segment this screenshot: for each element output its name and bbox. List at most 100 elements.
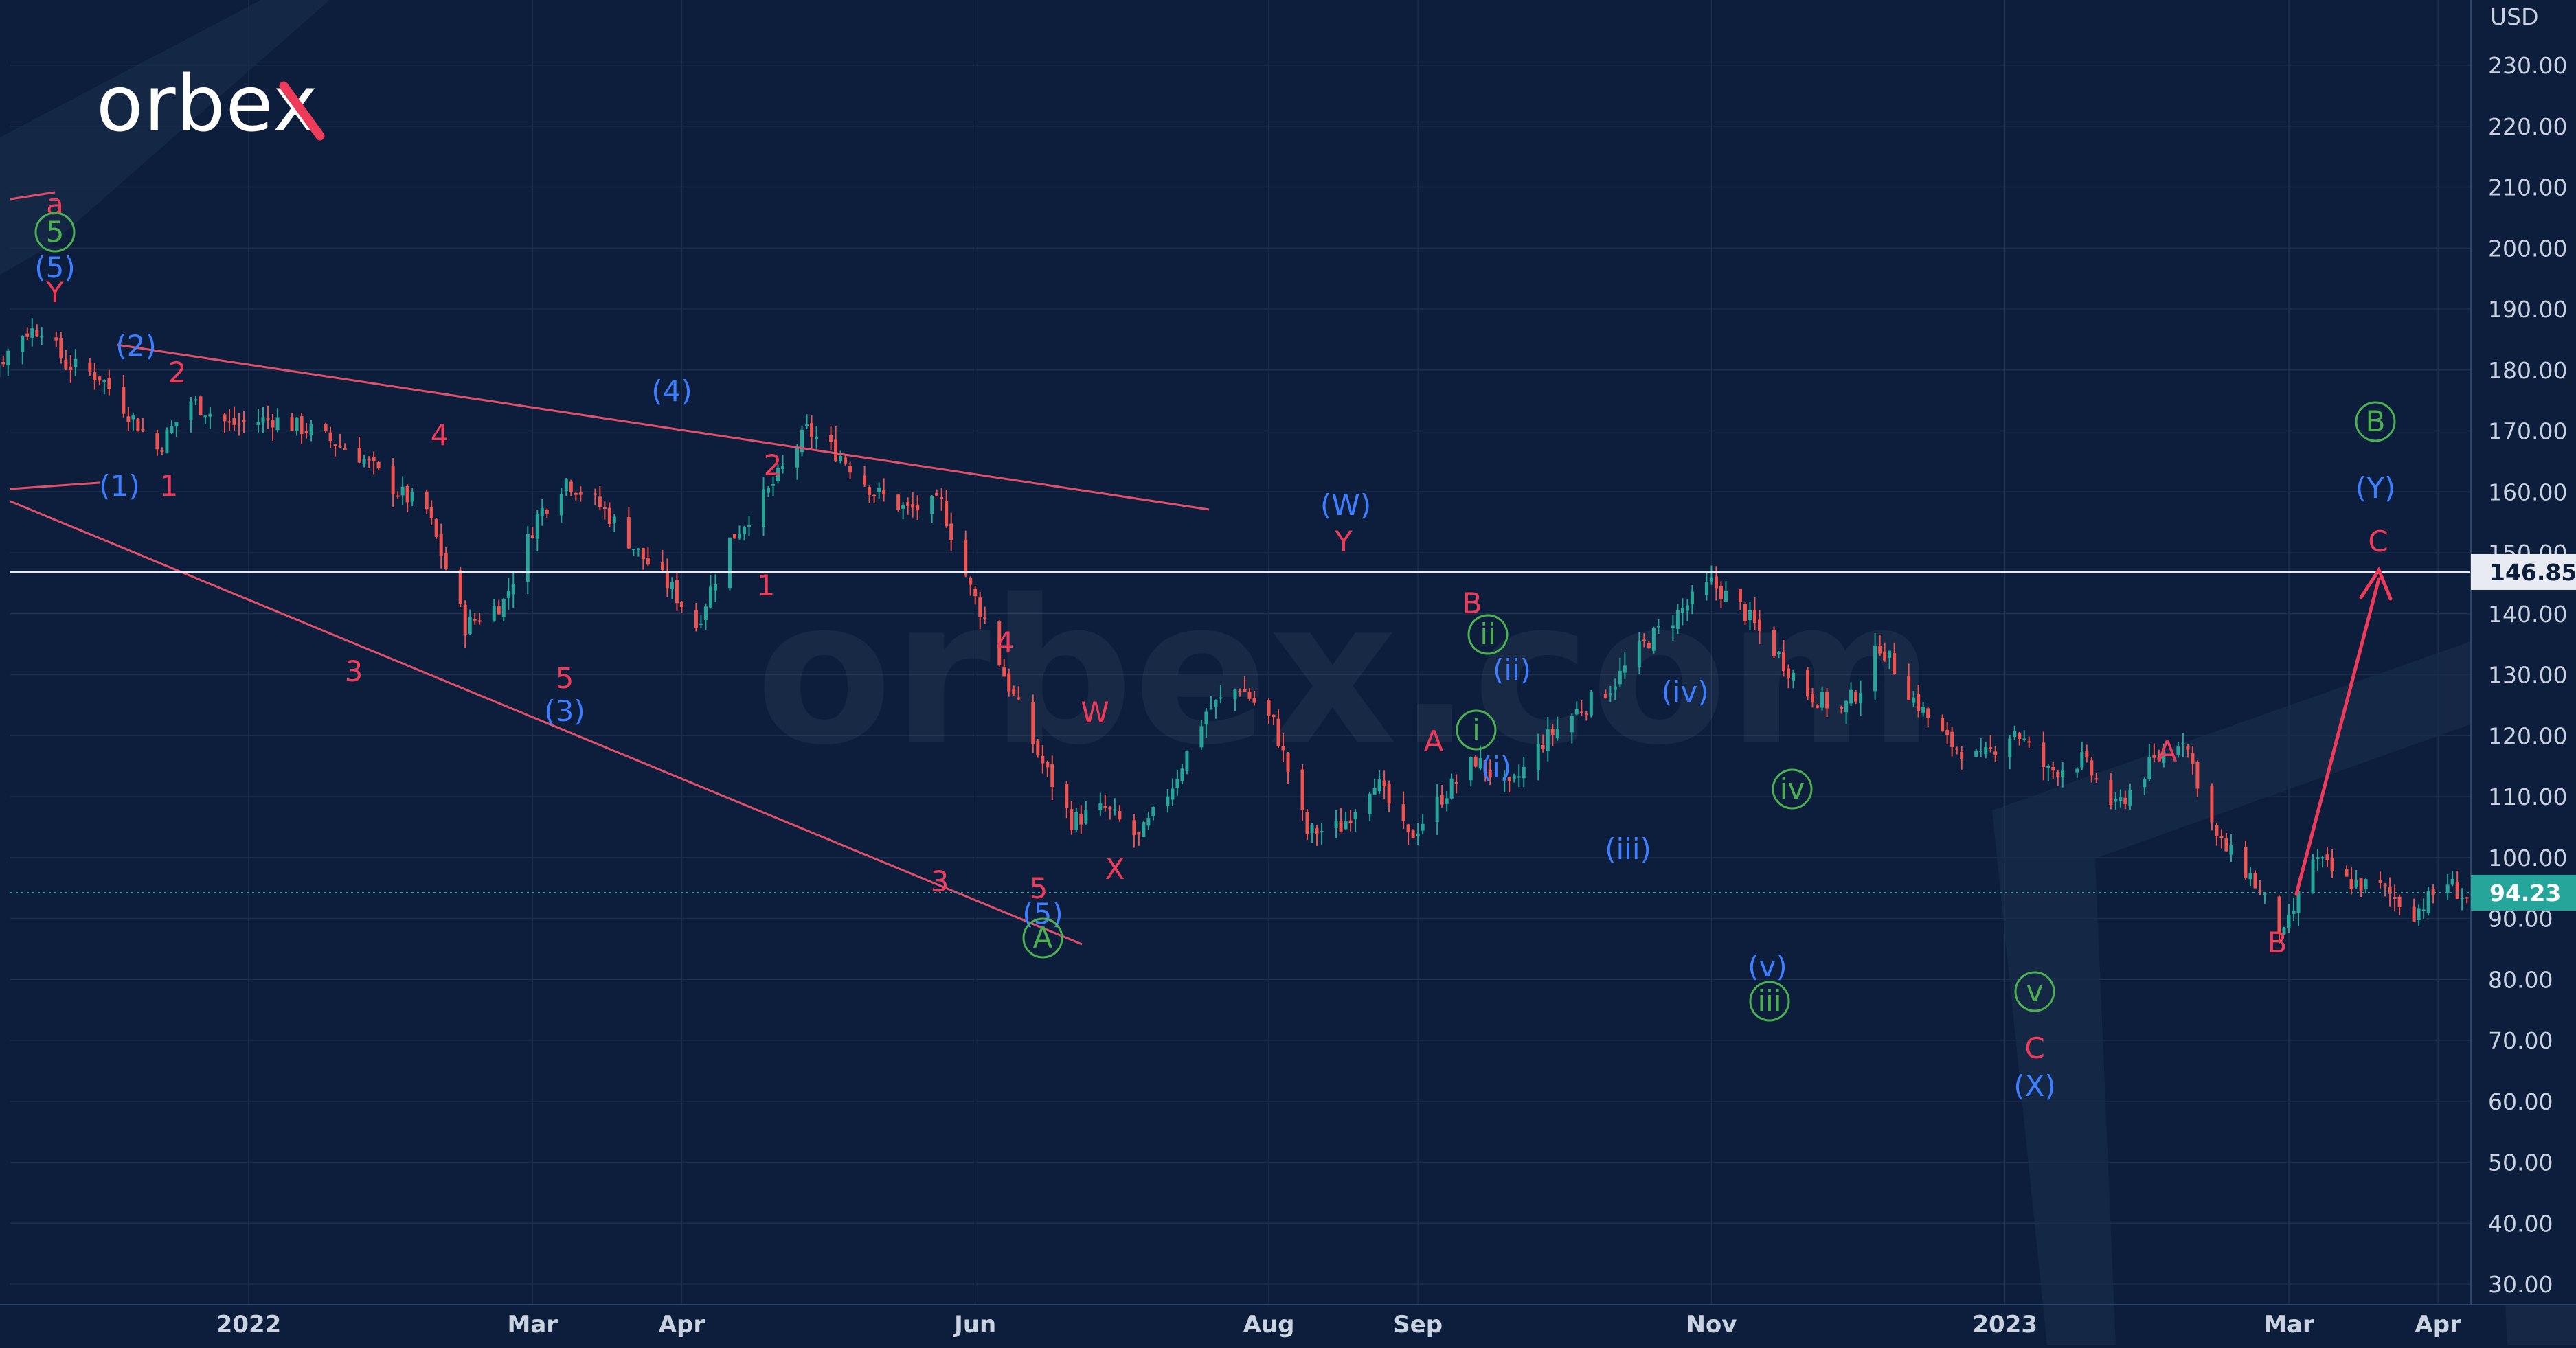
candle-body bbox=[2384, 884, 2387, 886]
candle-body bbox=[2027, 741, 2031, 742]
candle-body bbox=[613, 517, 616, 523]
candle-body bbox=[1806, 670, 1809, 696]
candle-body bbox=[930, 496, 934, 514]
candle-body bbox=[267, 418, 270, 420]
candle-body bbox=[174, 422, 178, 426]
price-axis: USD 230.00220.00210.00200.00190.00180.00… bbox=[2471, 0, 2576, 1305]
candle-body bbox=[2345, 869, 2349, 877]
candle-body bbox=[1719, 586, 1723, 599]
price-tick-label: 220.00 bbox=[2488, 113, 2567, 140]
candle-body bbox=[603, 507, 607, 509]
watermark-text: orbex.com bbox=[756, 558, 1935, 789]
candle-body bbox=[906, 502, 909, 506]
price-tick-label: 100.00 bbox=[2488, 845, 2567, 871]
candle-body bbox=[1199, 726, 1203, 747]
candle-body bbox=[1724, 591, 1728, 602]
candle-body bbox=[2195, 762, 2199, 789]
candle-body bbox=[699, 624, 703, 625]
wave-label: Y bbox=[45, 275, 64, 309]
wave-label: B bbox=[2366, 404, 2386, 438]
candle-body bbox=[531, 535, 534, 538]
candle-body bbox=[868, 487, 871, 495]
candle-body bbox=[637, 549, 640, 550]
candle-body bbox=[2181, 743, 2184, 744]
candle-body bbox=[2152, 755, 2156, 758]
candle-body bbox=[473, 619, 477, 621]
candle-body bbox=[363, 459, 366, 464]
time-tick-label: Mar bbox=[508, 1311, 558, 1338]
candle-body bbox=[1354, 812, 1357, 819]
candle-body bbox=[1941, 718, 1944, 732]
candle-body bbox=[2417, 908, 2421, 920]
candle-body bbox=[2008, 738, 2011, 757]
time-tick-label: Sep bbox=[1393, 1311, 1443, 1338]
candle-body bbox=[1219, 697, 1222, 698]
candle-body bbox=[69, 367, 72, 370]
candle-body bbox=[983, 617, 986, 619]
candle-body bbox=[2263, 893, 2266, 895]
wave-label: (ii) bbox=[1493, 653, 1531, 687]
time-tick-label: Apr bbox=[659, 1311, 705, 1338]
time-tick-label: Apr bbox=[2415, 1311, 2461, 1338]
wave-label: 3 bbox=[931, 865, 949, 898]
candle-body bbox=[1373, 788, 1377, 795]
candle-body bbox=[1166, 797, 1169, 806]
candle-body bbox=[257, 422, 260, 425]
candle-body bbox=[1777, 652, 1781, 654]
candle-body bbox=[1811, 694, 1814, 702]
candle-body bbox=[35, 330, 38, 336]
candle-body bbox=[102, 380, 106, 382]
candle-body bbox=[1691, 591, 1694, 604]
candle-body bbox=[1315, 828, 1319, 834]
candle-body bbox=[2248, 873, 2252, 880]
candle-body bbox=[1638, 641, 1641, 667]
candle-body bbox=[1686, 606, 1689, 611]
candle-body bbox=[324, 424, 328, 431]
candle-body bbox=[795, 448, 799, 468]
candle-body bbox=[1859, 693, 1862, 703]
wave-label: (3) bbox=[544, 694, 585, 728]
wave-label: iv bbox=[1780, 772, 1805, 806]
wave-label: 5 bbox=[46, 215, 65, 249]
candle-body bbox=[1758, 620, 1761, 631]
candle-body bbox=[468, 617, 472, 634]
candle-body bbox=[945, 501, 948, 526]
candle-body bbox=[1, 362, 5, 364]
candle-body bbox=[714, 584, 717, 591]
candle-body bbox=[208, 414, 212, 417]
candle-body bbox=[598, 496, 602, 507]
candle-body bbox=[2393, 897, 2397, 899]
candle-body bbox=[1036, 741, 1039, 755]
candle-body bbox=[40, 336, 43, 337]
time-tick-label: Nov bbox=[1686, 1311, 1737, 1338]
wave-label: (i) bbox=[1481, 751, 1511, 784]
candle-body bbox=[2316, 857, 2320, 859]
wave-label: A bbox=[1424, 724, 1444, 758]
candle-body bbox=[916, 505, 919, 510]
wave-label: (iv) bbox=[1661, 675, 1708, 709]
candle-body bbox=[1445, 798, 1449, 803]
candle-body bbox=[1103, 806, 1107, 808]
price-tick-label: 30.00 bbox=[2488, 1271, 2553, 1298]
wave-label: W bbox=[1081, 696, 1109, 729]
candle-body bbox=[305, 431, 308, 433]
candle-body bbox=[141, 429, 144, 431]
candle-body bbox=[815, 437, 818, 439]
wave-label: X bbox=[1105, 852, 1125, 886]
candle-body bbox=[1705, 582, 1708, 595]
candle-body bbox=[1474, 757, 1478, 767]
wave-label: (2) bbox=[115, 329, 157, 363]
candle-body bbox=[1551, 729, 1555, 735]
candle-body bbox=[358, 448, 361, 463]
candle-body bbox=[1320, 831, 1324, 832]
candle-body bbox=[1007, 674, 1010, 692]
candle-body bbox=[291, 417, 294, 431]
candle-body bbox=[1002, 667, 1006, 677]
candle-body bbox=[632, 549, 635, 550]
candle-body bbox=[2398, 897, 2402, 907]
candle-body bbox=[1065, 784, 1068, 808]
candle-body bbox=[1132, 820, 1136, 835]
candle-body bbox=[1041, 756, 1044, 764]
candle-body bbox=[2326, 854, 2329, 860]
candle-body bbox=[1098, 803, 1102, 810]
